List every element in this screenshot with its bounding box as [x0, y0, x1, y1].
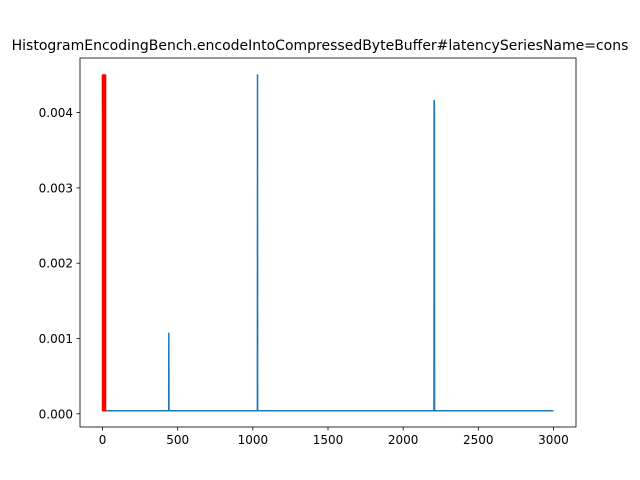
x-tick-label: 2000 — [388, 433, 419, 447]
y-tick-label: 0.004 — [39, 106, 73, 120]
plot-area — [101, 74, 554, 412]
axes: 0 500 1000 1500 2000 2500 3000 0.000 0.001 0.002 0… — [39, 57, 577, 447]
y-tick-label: 0.003 — [39, 181, 73, 195]
x-tick-label: 0 — [99, 433, 107, 447]
y-tick-label: 0.002 — [39, 257, 73, 271]
x-tick-label: 1000 — [238, 433, 269, 447]
chart-title: HistogramEncodingBench.encodeIntoCompres… — [12, 38, 629, 54]
y-tick-label: 0.000 — [39, 407, 73, 421]
x-tick-label: 2500 — [463, 433, 494, 447]
x-tick-label: 1500 — [313, 433, 344, 447]
series-line-2 — [101, 74, 107, 412]
y-tick-label: 0.001 — [39, 332, 73, 346]
x-tick-label: 3000 — [538, 433, 569, 447]
x-tick-label: 500 — [166, 433, 189, 447]
series-line-1 — [101, 74, 554, 412]
